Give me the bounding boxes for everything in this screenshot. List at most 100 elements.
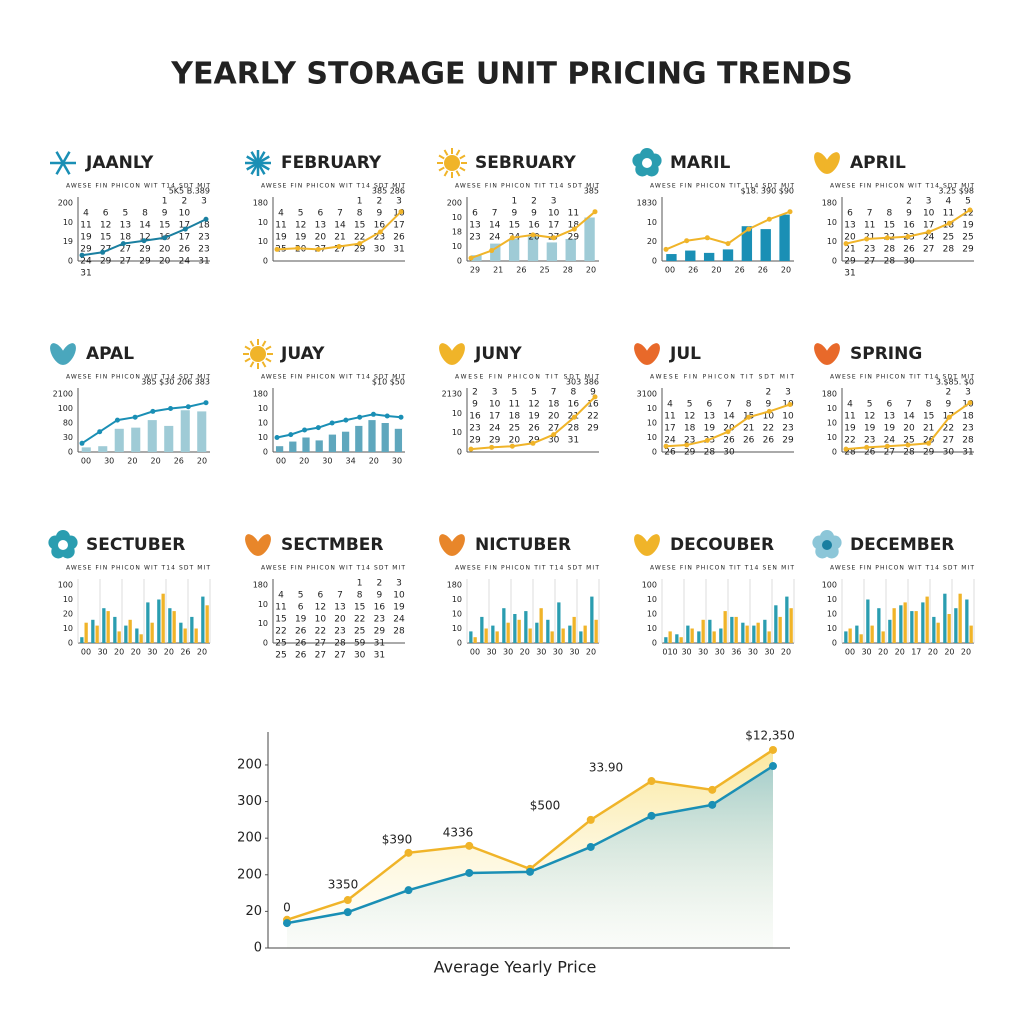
calendar-day: 12 — [864, 412, 875, 422]
bar — [524, 611, 528, 643]
x-tick-label: 34 — [346, 457, 356, 466]
calendar-day: 1 — [357, 579, 363, 589]
x-tick-label: 26 — [758, 266, 768, 275]
bar — [760, 229, 771, 261]
page-title: YEARLY STORAGE UNIT PRICING TRENDS — [170, 57, 852, 92]
bar — [722, 249, 734, 261]
annotation: 3350 — [328, 878, 359, 892]
calendar-day: 23 — [469, 233, 480, 243]
point — [288, 432, 294, 438]
point — [864, 444, 870, 450]
calendar-day: 12 — [100, 221, 111, 231]
bar — [712, 631, 716, 643]
x-tick-label: 20 — [131, 648, 141, 657]
calendar-day: 25 — [275, 651, 286, 661]
calendar-day: 2 — [945, 388, 951, 398]
calendar-day: 28 — [962, 436, 974, 446]
point — [586, 815, 595, 824]
point — [769, 745, 777, 754]
point — [592, 209, 598, 215]
y-tick-label: 10 — [452, 409, 462, 418]
bar — [131, 427, 141, 452]
icon — [249, 361, 255, 368]
calendar-day: 8 — [926, 400, 932, 410]
calendar-day: 5 — [531, 388, 537, 398]
icon — [61, 151, 71, 164]
icon — [824, 343, 840, 365]
calendar-day: 15 — [884, 221, 895, 231]
calendar-day: 3 — [396, 197, 402, 207]
calendar-day: 13 — [844, 221, 855, 231]
calendar-day: 29 — [844, 257, 856, 267]
calendar-day: 3 — [396, 579, 402, 589]
bar — [113, 616, 117, 643]
bar — [954, 608, 958, 643]
calendar-day: 28 — [844, 448, 856, 458]
y-tick-label: 180 — [253, 581, 268, 590]
calendar-day: 21 — [334, 233, 345, 243]
point — [97, 429, 103, 435]
bar — [892, 608, 896, 643]
point — [465, 841, 474, 850]
calendar-day: 23 — [198, 233, 209, 243]
panel-title: JUNY — [474, 344, 522, 364]
bar — [870, 625, 874, 643]
calendar-day: 22 — [587, 412, 598, 422]
point — [357, 241, 363, 247]
y-tick-label: 10 — [647, 218, 657, 227]
bar — [679, 637, 683, 643]
bar — [859, 634, 863, 643]
calendar-day: 26 — [763, 436, 775, 446]
bar — [275, 446, 284, 452]
y-tick-label: 10 — [258, 237, 268, 246]
calendar-day: 29 — [139, 245, 151, 255]
calendar-day: 9 — [906, 209, 912, 219]
bar — [490, 243, 501, 261]
calendar-day: 26 — [864, 448, 876, 458]
calendar-day: 27 — [548, 424, 559, 434]
bar — [495, 631, 499, 643]
x-tick-label: 20 — [781, 648, 791, 657]
calendar-day: 5 — [511, 388, 517, 398]
y-tick-label: 10 — [452, 213, 462, 222]
x-tick-label: 30 — [569, 648, 579, 657]
point — [663, 443, 669, 449]
bar — [527, 236, 539, 261]
bar — [668, 631, 672, 643]
calendar-day: 16 — [587, 400, 599, 410]
calendar-day: 18 — [198, 221, 210, 231]
calendar-day: 16 — [568, 400, 580, 410]
calendar-day: 24 — [80, 257, 92, 267]
point — [315, 246, 321, 252]
bar — [690, 628, 694, 643]
point — [468, 446, 474, 452]
point — [100, 249, 106, 255]
y-tick-label: 100 — [58, 581, 73, 590]
icon — [55, 162, 65, 175]
bar — [590, 596, 594, 643]
icon — [449, 534, 465, 556]
annotation: 4336 — [443, 826, 474, 840]
y-tick-label: 3100 — [637, 390, 657, 399]
y-tick-label: 180 — [822, 390, 837, 399]
calendar-day: 27 — [884, 448, 895, 458]
y-tick-label: 20 — [245, 904, 262, 919]
calendar-day: 25 — [509, 424, 520, 434]
calendar-day: 20 — [548, 412, 560, 422]
point — [684, 238, 690, 244]
calendar-day: 23 — [864, 245, 875, 255]
x-tick-label: 30 — [486, 648, 496, 657]
calendar-day: 24 — [664, 436, 676, 446]
point — [274, 435, 280, 440]
icon — [249, 340, 255, 347]
bar — [506, 622, 510, 643]
calendar-day: 4 — [847, 400, 853, 410]
bar — [194, 628, 198, 643]
calendar-day: 4 — [945, 197, 951, 207]
point — [509, 235, 515, 241]
panel-title: NICTUBER — [475, 535, 571, 555]
point — [704, 235, 710, 241]
calendar-day: 27 — [315, 651, 326, 661]
annotation: 385 $30 206 383 — [141, 378, 210, 387]
calendar-day: 12 — [139, 233, 150, 243]
